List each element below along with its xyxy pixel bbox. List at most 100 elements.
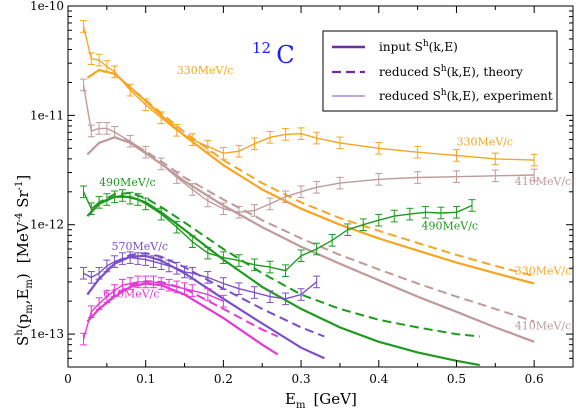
legend-label-input: input Sh(k,E) <box>379 39 458 54</box>
error-bar <box>421 205 429 219</box>
error-bar <box>313 275 321 289</box>
error-bar <box>266 260 274 274</box>
error-bar <box>126 191 134 205</box>
error-bar <box>297 249 305 263</box>
error-bar <box>111 284 119 297</box>
error-bar <box>165 278 173 292</box>
legend-label-experiment: reduced Sh(k,E), experiment <box>379 88 553 103</box>
y-axis-title: Sh(pm,Em)[MeV-4 Sr-1] <box>14 175 35 346</box>
plot-frame <box>67 5 574 368</box>
error-bar <box>157 277 165 290</box>
error-bar <box>95 53 103 67</box>
x-tick-label: 0.6 <box>525 372 544 386</box>
error-bar <box>344 223 352 237</box>
error-bar <box>126 134 134 148</box>
error-bar <box>235 254 243 267</box>
x-tick-label: 0.1 <box>136 372 155 386</box>
momentum-label: 490MeV/c <box>422 220 479 233</box>
error-bar <box>188 266 196 280</box>
error-bar <box>266 197 274 211</box>
legend-label-theory: reduced Sh(k,E), theory <box>379 64 523 79</box>
error-bar <box>118 252 126 265</box>
error-bar <box>219 294 227 308</box>
error-bar <box>204 194 212 208</box>
theory-curve-490 <box>86 191 480 338</box>
error-bar <box>266 290 274 303</box>
error-bar <box>173 261 181 275</box>
error-bar <box>157 257 165 271</box>
error-bar <box>157 157 165 171</box>
y-tick-label: 1e-10 <box>30 0 64 13</box>
nucleus-label: 12 C <box>252 38 295 69</box>
error-bar <box>87 202 95 216</box>
error-bar <box>87 305 95 319</box>
error-bar <box>219 202 227 216</box>
error-bar <box>359 218 367 232</box>
error-bar <box>204 246 212 260</box>
error-bar <box>118 189 126 202</box>
error-bar <box>126 83 134 97</box>
error-bar <box>491 152 499 166</box>
error-bar <box>103 290 111 303</box>
error-bar <box>188 235 196 248</box>
error-bar <box>126 251 134 264</box>
error-bar <box>414 145 422 159</box>
momentum-label: 410MeV/c <box>515 320 572 333</box>
series-labels: 330MeV/c 330MeV/c 330MeV/c 410MeV/c 410MeV/c… <box>99 64 571 333</box>
series-410 <box>80 78 538 343</box>
error-bar <box>406 207 414 221</box>
error-bar <box>80 266 88 280</box>
error-bar <box>282 264 290 277</box>
error-bar <box>204 288 212 301</box>
error-bar <box>297 185 305 199</box>
nucleus-symbol: C <box>276 41 294 69</box>
error-bar <box>103 193 111 206</box>
error-bar <box>142 197 150 211</box>
legend: input Sh(k,E) reduced Sh(k,E), theory re… <box>322 30 558 112</box>
error-bar <box>80 20 88 33</box>
error-bar <box>87 52 95 65</box>
y-tick-label: 1e-13 <box>30 327 64 341</box>
error-bar <box>266 130 274 144</box>
error-bar <box>235 205 243 219</box>
legend-entry-theory: reduced Sh(k,E), theory <box>332 64 523 79</box>
legend-entry-input: input Sh(k,E) <box>332 39 458 54</box>
error-bar <box>250 204 258 217</box>
error-bar <box>250 137 258 151</box>
error-bar <box>375 173 383 186</box>
error-bar <box>80 78 88 92</box>
x-tick-label: 0.4 <box>369 372 388 386</box>
error-bar <box>126 277 134 290</box>
error-bar <box>452 205 460 219</box>
x-tick-label: 0 <box>64 372 72 386</box>
error-bar <box>134 193 142 206</box>
error-bar <box>142 253 150 266</box>
error-bar <box>188 133 196 146</box>
error-bar <box>103 122 111 135</box>
error-bar <box>313 180 321 194</box>
error-bar <box>282 190 290 204</box>
error-bar <box>111 190 119 204</box>
error-bar <box>530 153 538 167</box>
error-bar <box>165 259 173 273</box>
data-layer <box>80 20 538 367</box>
error-bar <box>282 292 290 306</box>
error-bar <box>375 141 383 155</box>
momentum-label: 570MeV/c <box>112 240 169 253</box>
series-610 <box>80 275 279 356</box>
momentum-label: 490MeV/c <box>99 176 156 189</box>
error-bar <box>173 171 181 184</box>
error-bar <box>173 220 181 234</box>
error-bar <box>188 183 196 196</box>
error-bar <box>118 278 126 292</box>
error-bar <box>468 199 476 212</box>
error-bar <box>103 60 111 73</box>
series-570 <box>80 251 325 360</box>
error-bar <box>375 213 383 227</box>
axis-ticks: 0 0.1 0.2 0.3 0.4 0.5 0.6 1e-13 1e-12 1e-11 1e-10 <box>30 0 574 386</box>
error-bar <box>219 146 227 160</box>
error-bar <box>87 124 95 138</box>
error-bar <box>157 111 165 125</box>
error-bar <box>188 284 196 297</box>
